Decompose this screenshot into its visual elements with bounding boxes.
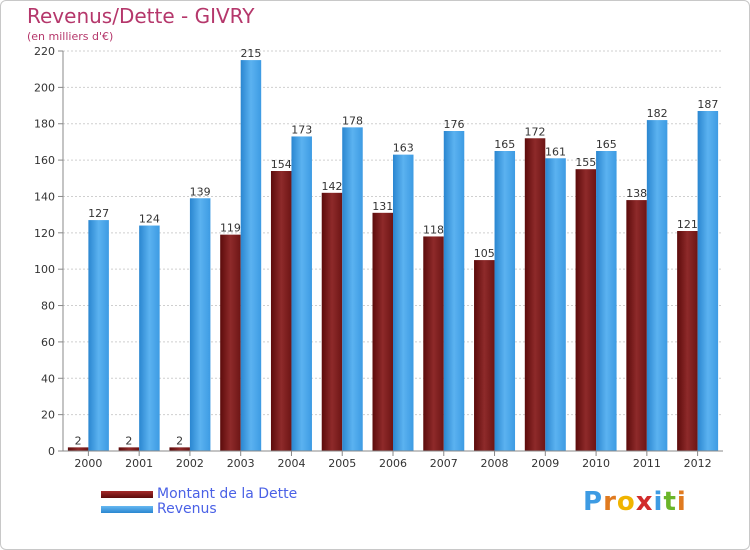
x-tick-label: 2010 — [582, 457, 610, 470]
bar-revenus — [697, 111, 719, 451]
bar-dette — [270, 171, 292, 451]
bar-revenus — [291, 136, 312, 452]
data-label-revenus: 165 — [596, 138, 617, 151]
data-label-revenus: 187 — [697, 98, 718, 111]
x-tick-label: 2011 — [633, 457, 661, 470]
y-tick-label: 120 — [34, 227, 55, 240]
proxiti-logo: Proxiti — [583, 487, 687, 517]
x-tick-label: 2008 — [481, 457, 509, 470]
chart-subtitle: (en milliers d'€) — [27, 30, 114, 43]
bar-dette — [220, 234, 241, 451]
data-label-dette: 2 — [125, 434, 132, 447]
data-label-revenus: 161 — [545, 145, 566, 158]
bar-dette — [67, 447, 89, 451]
data-label-dette: 2 — [176, 434, 183, 447]
bar-revenus — [494, 151, 516, 451]
legend-label-revenus: Revenus — [157, 501, 217, 517]
data-label-dette: 119 — [220, 222, 241, 235]
bar-revenus — [545, 158, 566, 452]
data-label-revenus: 127 — [88, 207, 109, 220]
bar-revenus — [596, 151, 617, 451]
bar-dette — [118, 447, 140, 451]
y-tick-label: 160 — [34, 154, 55, 167]
data-label-dette: 105 — [474, 247, 495, 260]
bar-dette — [626, 200, 647, 451]
bar-dette — [524, 138, 546, 452]
data-label-dette: 154 — [271, 158, 292, 171]
data-label-revenus: 178 — [342, 114, 363, 127]
legend-swatch-revenus — [101, 506, 153, 513]
x-tick-label: 2005 — [328, 457, 356, 470]
data-label-dette: 172 — [525, 125, 546, 138]
data-label-dette: 142 — [321, 180, 342, 193]
y-tick-label: 180 — [34, 118, 55, 131]
x-tick-label: 2003 — [227, 457, 255, 470]
chart-title: Revenus/Dette - GIVRY — [27, 4, 255, 28]
data-label-revenus: 139 — [190, 185, 211, 198]
bar-dette — [474, 260, 495, 451]
bar-dette — [321, 192, 343, 451]
x-tick-label: 2012 — [684, 457, 712, 470]
y-tick-label: 60 — [41, 336, 55, 349]
legend-swatch-dette — [101, 491, 153, 498]
data-label-revenus: 163 — [393, 142, 414, 155]
y-tick-label: 100 — [34, 263, 55, 276]
bar-dette — [169, 447, 190, 451]
bar-revenus — [240, 60, 262, 451]
x-tick-label: 2000 — [74, 457, 102, 470]
x-tick-label: 2007 — [430, 457, 458, 470]
bar-revenus — [342, 127, 363, 451]
data-label-dette: 138 — [626, 187, 647, 200]
x-tick-label: 2009 — [531, 457, 559, 470]
bar-revenus — [393, 154, 414, 452]
data-label-revenus: 165 — [494, 138, 515, 151]
x-tick-label: 2002 — [176, 457, 204, 470]
x-tick-label: 2001 — [125, 457, 153, 470]
bar-revenus — [189, 198, 211, 451]
data-label-revenus: 124 — [139, 213, 160, 226]
data-label-revenus: 173 — [291, 123, 312, 136]
y-tick-label: 140 — [34, 190, 55, 203]
legend-label-dette: Montant de la Dette — [157, 486, 298, 502]
y-tick-label: 80 — [41, 300, 55, 313]
data-label-dette: 155 — [575, 156, 596, 169]
bar-dette — [423, 236, 444, 451]
bar-dette — [677, 231, 698, 451]
y-tick-label: 0 — [48, 445, 55, 458]
data-label-dette: 118 — [423, 223, 444, 236]
x-tick-label: 2004 — [277, 457, 305, 470]
bar-revenus — [646, 120, 668, 451]
bar-revenus — [88, 220, 109, 451]
x-tick-label: 2006 — [379, 457, 407, 470]
bar-revenus — [139, 225, 160, 451]
bar-dette — [575, 169, 597, 451]
data-label-dette: 131 — [372, 200, 393, 213]
data-label-dette: 121 — [677, 218, 698, 231]
bar-dette — [372, 212, 393, 451]
data-label-revenus: 215 — [240, 47, 261, 60]
y-tick-label: 220 — [34, 45, 55, 58]
data-label-revenus: 176 — [444, 118, 465, 131]
y-tick-label: 40 — [41, 372, 55, 385]
data-label-revenus: 182 — [647, 107, 668, 120]
y-tick-label: 200 — [34, 81, 55, 94]
data-label-dette: 2 — [75, 434, 82, 447]
bar-revenus — [443, 131, 465, 451]
y-tick-label: 20 — [41, 409, 55, 422]
